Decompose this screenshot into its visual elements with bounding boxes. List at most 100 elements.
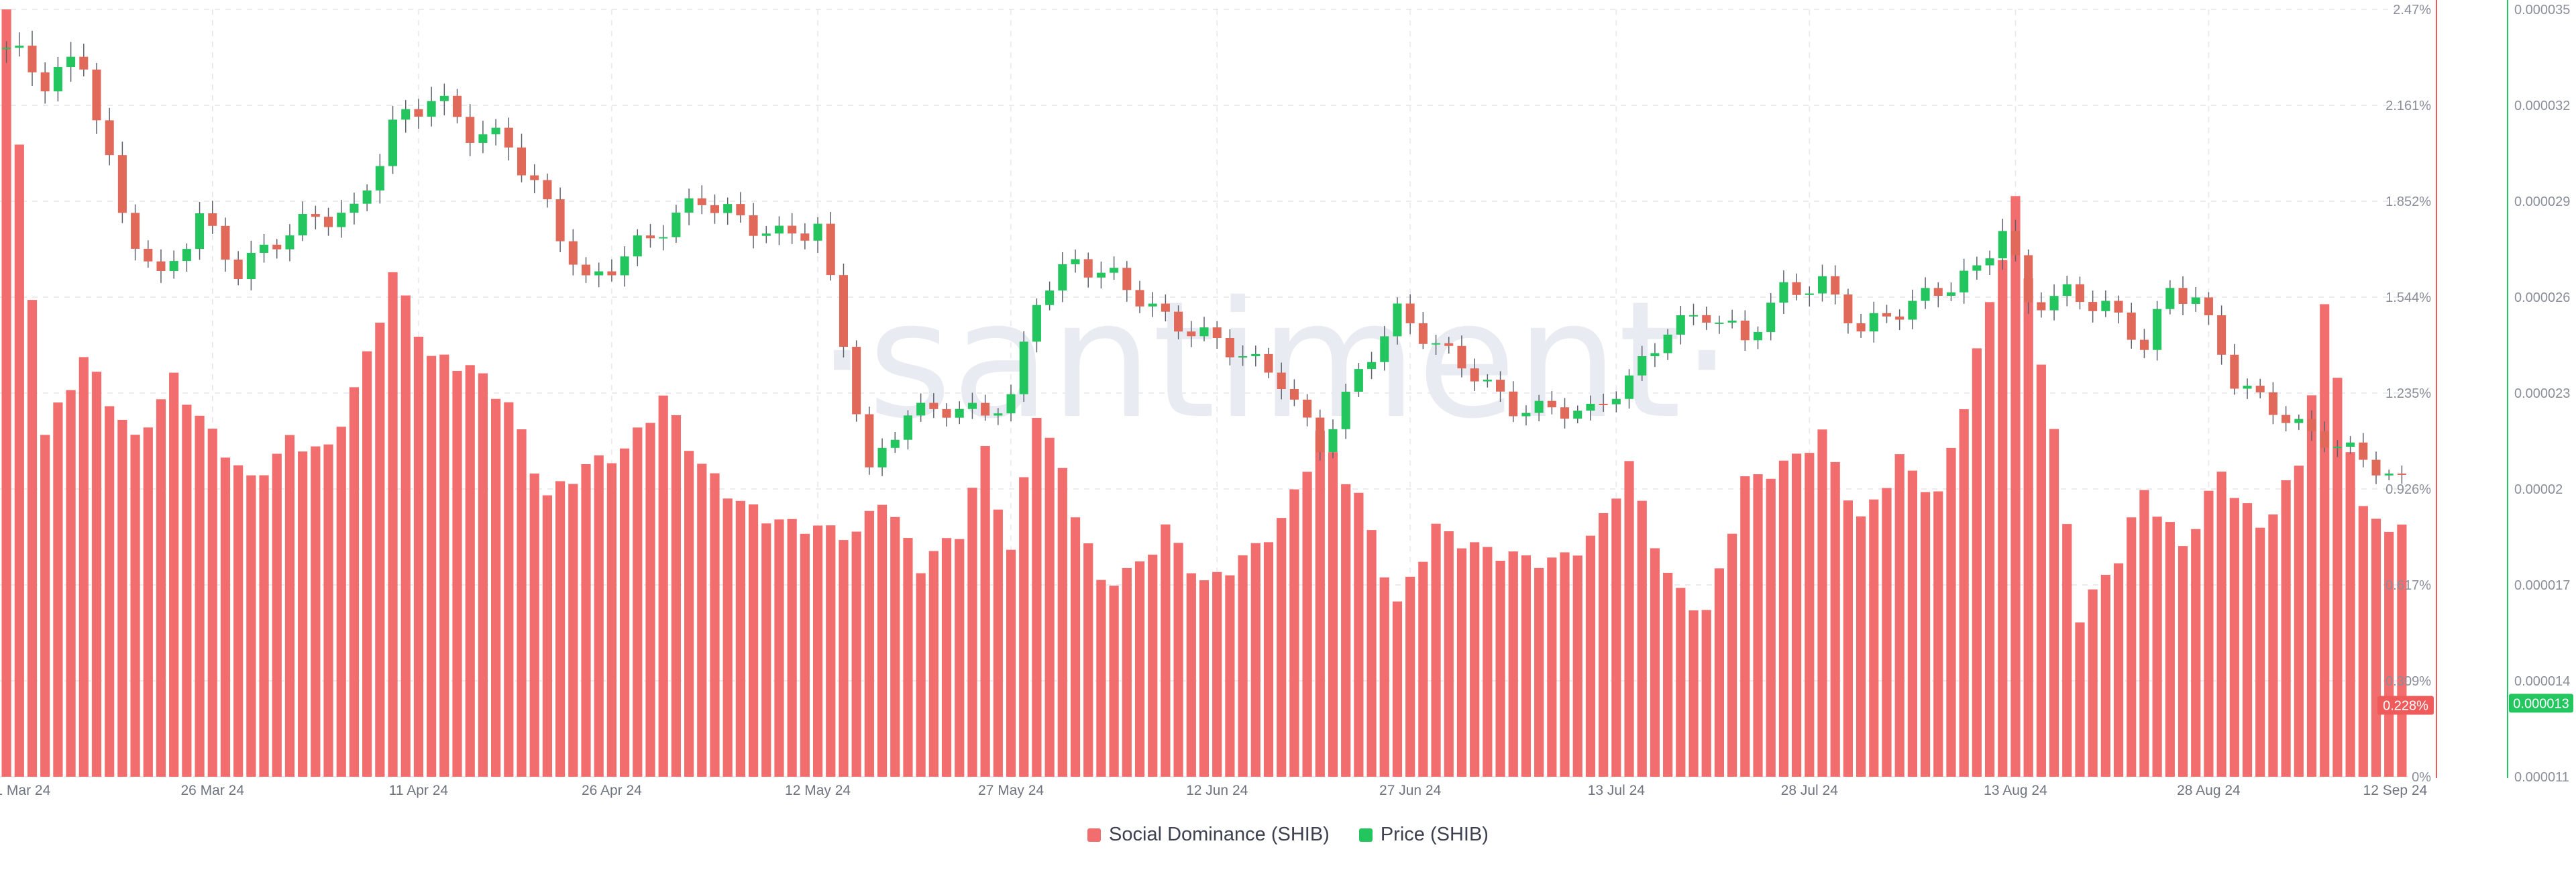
dominance-bar: [800, 533, 810, 777]
price-candle: [1277, 372, 1286, 389]
dominance-bar: [1186, 573, 1196, 777]
dominance-bar: [336, 427, 346, 777]
price-candle: [1908, 301, 1917, 320]
dominance-bar: [1315, 431, 1325, 777]
dominance-bar: [1083, 543, 1093, 777]
dominance-bar: [1882, 488, 1892, 777]
dominance-bar: [1508, 551, 1518, 777]
dominance-bar: [195, 415, 205, 777]
dominance-bar: [568, 484, 578, 777]
price-candle: [1045, 290, 1055, 305]
price-candle: [1187, 331, 1196, 337]
price-candle: [1393, 303, 1402, 337]
price-candle: [362, 190, 372, 204]
dominance-bar: [27, 300, 38, 777]
dominance-bar: [1134, 561, 1145, 777]
price-candle: [1148, 303, 1157, 307]
x-tick-label: 13 Aug 24: [1984, 783, 2047, 798]
price-candle: [337, 213, 346, 227]
dominance-bar: [169, 372, 179, 777]
dominance-bar: [1225, 575, 1235, 777]
dominance-bar: [2036, 364, 2046, 777]
price-candle: [298, 214, 307, 235]
dominance-bar: [1791, 453, 1802, 777]
price-candle: [1933, 288, 1943, 296]
dominance-bar: [1753, 474, 1763, 777]
price-candle: [1599, 404, 1608, 406]
price-candle: [105, 120, 114, 156]
price-candle: [1264, 353, 1273, 373]
price-candle: [15, 46, 24, 48]
price-candle: [2204, 297, 2213, 316]
price-candle: [2371, 459, 2381, 476]
price-candle: [774, 225, 784, 234]
price-candle: [2153, 309, 2162, 350]
price-tick-label: 0.000032: [2514, 99, 2570, 113]
dominance-bar: [2178, 546, 2188, 777]
dominance-tick-label: 2.47%: [2393, 3, 2431, 17]
price-candle: [1998, 231, 2007, 259]
dominance-bar: [1740, 476, 1750, 777]
price-candle: [1650, 353, 1660, 357]
price-candle: [1521, 413, 1531, 417]
price-candle: [2243, 386, 2252, 389]
price-candle: [684, 198, 694, 213]
dominance-bar: [2139, 490, 2149, 777]
price-candle: [1779, 282, 1788, 303]
dominance-bar: [1766, 478, 1776, 777]
dominance-bar: [748, 504, 759, 777]
price-candle: [1418, 323, 1428, 344]
dominance-bar: [1277, 518, 1287, 777]
price-candle: [40, 72, 50, 92]
dominance-bar: [1984, 302, 1995, 777]
dominance-bar: [1418, 561, 1428, 777]
price-candle: [2332, 446, 2342, 448]
price-candle: [1702, 315, 1711, 323]
dominance-bar: [517, 429, 527, 777]
price-candle: [877, 447, 887, 468]
price-candle: [1199, 327, 1209, 337]
dominance-bar: [2242, 503, 2253, 777]
price-candle: [607, 271, 616, 276]
dominance-bar: [1727, 533, 1737, 777]
dominance-bar: [903, 538, 913, 777]
price-candle: [826, 223, 835, 276]
dominance-bar: [684, 451, 694, 777]
price-candle: [1534, 400, 1544, 413]
dominance-bar: [1688, 610, 1699, 777]
price-candle: [1135, 290, 1144, 307]
dominance-bar: [298, 451, 308, 777]
dominance-bar: [1946, 447, 1956, 777]
dominance-bar: [671, 415, 681, 777]
price-candle: [2307, 419, 2316, 431]
price-tick-label: 0.000014: [2514, 674, 2570, 689]
dominance-bar: [606, 463, 617, 777]
price-candle: [903, 415, 912, 440]
price-candle: [1715, 322, 1724, 324]
price-candle: [324, 217, 333, 227]
dominance-bar: [1547, 557, 1557, 777]
dominance-bar: [452, 370, 462, 777]
dominance-bar: [2165, 522, 2175, 777]
dominance-tick-label: 0.309%: [2385, 674, 2431, 689]
price-candle: [2346, 442, 2355, 447]
price-candle: [1174, 311, 1183, 332]
x-tick-label: 27 May 24: [978, 783, 1044, 798]
dominance-bar: [581, 464, 591, 777]
price-candles: [2, 30, 2406, 484]
legend-item-social-dominance[interactable]: Social Dominance (SHIB): [1087, 824, 1330, 846]
x-tick-label: 12 May 24: [785, 783, 851, 798]
price-tick-label: 0.000017: [2514, 578, 2570, 593]
price-candle: [491, 127, 500, 135]
dominance-bar: [928, 551, 938, 777]
legend-item-price[interactable]: Price (SHIB): [1358, 824, 1489, 846]
dominance-bar: [722, 498, 733, 777]
social-dominance-bars: [1, 9, 2407, 777]
dominance-bar: [1456, 548, 1467, 777]
dominance-bar: [555, 481, 566, 777]
dominance-bar: [1044, 437, 1055, 777]
dominance-bar: [375, 323, 385, 777]
price-candle: [1341, 391, 1350, 429]
x-tick-label: 27 Jun 24: [1379, 783, 1442, 798]
price-candle: [1727, 320, 1737, 323]
